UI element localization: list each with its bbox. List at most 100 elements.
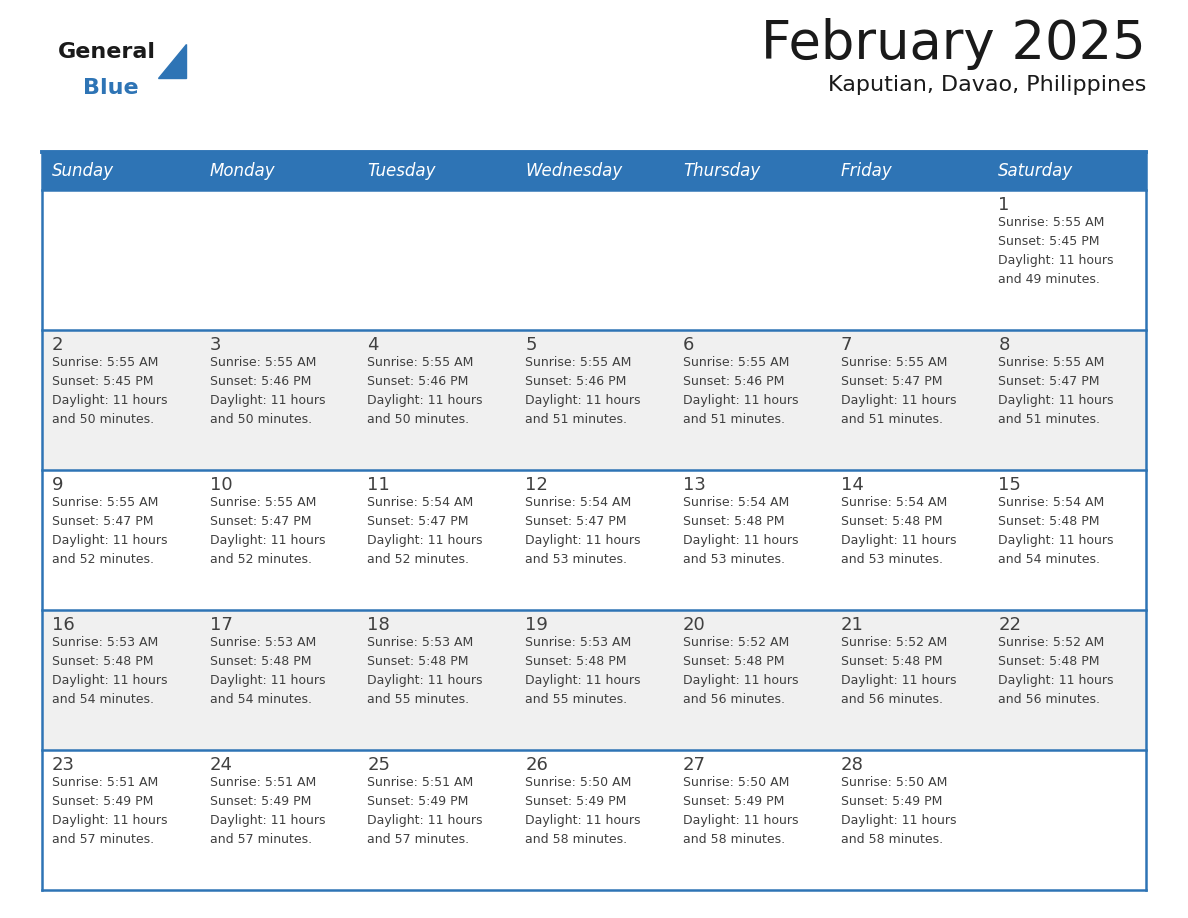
Text: Sunset: 5:46 PM: Sunset: 5:46 PM (525, 375, 626, 388)
Text: Daylight: 11 hours: Daylight: 11 hours (367, 674, 484, 687)
Text: 28: 28 (841, 756, 864, 774)
Text: Sunset: 5:48 PM: Sunset: 5:48 PM (210, 655, 311, 668)
Text: Wednesday: Wednesday (525, 162, 623, 180)
Text: Daylight: 11 hours: Daylight: 11 hours (841, 394, 956, 407)
Text: 16: 16 (52, 616, 75, 634)
Text: 20: 20 (683, 616, 706, 634)
Text: 8: 8 (998, 336, 1010, 354)
Bar (42, 610, 1146, 750)
Text: and 54 minutes.: and 54 minutes. (998, 553, 1100, 566)
Text: Daylight: 11 hours: Daylight: 11 hours (683, 394, 798, 407)
Text: and 52 minutes.: and 52 minutes. (210, 553, 311, 566)
Text: Daylight: 11 hours: Daylight: 11 hours (367, 534, 484, 547)
Text: Daylight: 11 hours: Daylight: 11 hours (210, 674, 326, 687)
Text: Sunrise: 5:50 AM: Sunrise: 5:50 AM (841, 776, 947, 789)
Text: Sunrise: 5:53 AM: Sunrise: 5:53 AM (210, 636, 316, 649)
Text: 22: 22 (998, 616, 1022, 634)
Text: and 56 minutes.: and 56 minutes. (683, 693, 785, 706)
Text: Daylight: 11 hours: Daylight: 11 hours (525, 394, 640, 407)
Text: Daylight: 11 hours: Daylight: 11 hours (841, 674, 956, 687)
Bar (672, 152, 830, 190)
Text: Friday: Friday (841, 162, 892, 180)
Text: 10: 10 (210, 476, 233, 494)
Text: 12: 12 (525, 476, 548, 494)
Text: 6: 6 (683, 336, 694, 354)
Text: 9: 9 (52, 476, 63, 494)
Text: Sunset: 5:49 PM: Sunset: 5:49 PM (367, 795, 469, 808)
Text: and 50 minutes.: and 50 minutes. (210, 413, 311, 426)
Text: and 53 minutes.: and 53 minutes. (841, 553, 942, 566)
Text: Sunset: 5:48 PM: Sunset: 5:48 PM (367, 655, 469, 668)
Text: and 49 minutes.: and 49 minutes. (998, 273, 1100, 286)
Text: Sunset: 5:48 PM: Sunset: 5:48 PM (525, 655, 626, 668)
Text: Sunset: 5:49 PM: Sunset: 5:49 PM (52, 795, 153, 808)
Text: and 55 minutes.: and 55 minutes. (367, 693, 469, 706)
Text: Sunrise: 5:54 AM: Sunrise: 5:54 AM (367, 496, 474, 509)
Text: Daylight: 11 hours: Daylight: 11 hours (998, 674, 1114, 687)
Text: Daylight: 11 hours: Daylight: 11 hours (525, 674, 640, 687)
Text: Daylight: 11 hours: Daylight: 11 hours (367, 394, 484, 407)
Bar (42, 152, 200, 190)
Text: Sunset: 5:45 PM: Sunset: 5:45 PM (52, 375, 153, 388)
Text: and 52 minutes.: and 52 minutes. (367, 553, 469, 566)
Text: Sunrise: 5:55 AM: Sunrise: 5:55 AM (210, 356, 316, 369)
Text: 11: 11 (367, 476, 390, 494)
Text: 27: 27 (683, 756, 706, 774)
Text: Sunset: 5:49 PM: Sunset: 5:49 PM (525, 795, 626, 808)
Text: Sunrise: 5:53 AM: Sunrise: 5:53 AM (367, 636, 474, 649)
Text: Daylight: 11 hours: Daylight: 11 hours (52, 394, 168, 407)
Text: Sunrise: 5:55 AM: Sunrise: 5:55 AM (52, 356, 158, 369)
Text: Sunrise: 5:51 AM: Sunrise: 5:51 AM (52, 776, 158, 789)
Text: and 57 minutes.: and 57 minutes. (52, 833, 154, 846)
Text: Daylight: 11 hours: Daylight: 11 hours (683, 674, 798, 687)
Text: Daylight: 11 hours: Daylight: 11 hours (52, 674, 168, 687)
Bar (42, 750, 1146, 890)
Text: and 51 minutes.: and 51 minutes. (683, 413, 785, 426)
Text: Blue: Blue (83, 78, 139, 98)
Text: Sunrise: 5:50 AM: Sunrise: 5:50 AM (525, 776, 632, 789)
Text: 7: 7 (841, 336, 852, 354)
Text: 23: 23 (52, 756, 75, 774)
Text: Daylight: 11 hours: Daylight: 11 hours (210, 534, 326, 547)
Text: Sunset: 5:49 PM: Sunset: 5:49 PM (683, 795, 784, 808)
Text: 2: 2 (52, 336, 63, 354)
Text: Sunrise: 5:53 AM: Sunrise: 5:53 AM (52, 636, 158, 649)
Text: 25: 25 (367, 756, 391, 774)
Text: Sunset: 5:48 PM: Sunset: 5:48 PM (998, 515, 1100, 528)
Text: and 50 minutes.: and 50 minutes. (52, 413, 154, 426)
Text: Sunset: 5:48 PM: Sunset: 5:48 PM (841, 655, 942, 668)
Bar (516, 152, 672, 190)
Text: and 50 minutes.: and 50 minutes. (367, 413, 469, 426)
Text: and 51 minutes.: and 51 minutes. (525, 413, 627, 426)
Text: and 56 minutes.: and 56 minutes. (841, 693, 942, 706)
Text: Daylight: 11 hours: Daylight: 11 hours (52, 814, 168, 827)
Text: 15: 15 (998, 476, 1022, 494)
Text: Sunset: 5:48 PM: Sunset: 5:48 PM (998, 655, 1100, 668)
Text: Sunrise: 5:53 AM: Sunrise: 5:53 AM (525, 636, 631, 649)
Text: Sunset: 5:49 PM: Sunset: 5:49 PM (841, 795, 942, 808)
Text: Daylight: 11 hours: Daylight: 11 hours (998, 254, 1114, 267)
Text: and 53 minutes.: and 53 minutes. (525, 553, 627, 566)
Text: Daylight: 11 hours: Daylight: 11 hours (52, 534, 168, 547)
Text: and 57 minutes.: and 57 minutes. (367, 833, 469, 846)
Text: and 57 minutes.: and 57 minutes. (210, 833, 311, 846)
Text: Sunrise: 5:55 AM: Sunrise: 5:55 AM (841, 356, 947, 369)
Text: General: General (58, 42, 156, 62)
Text: 21: 21 (841, 616, 864, 634)
Text: 17: 17 (210, 616, 233, 634)
Text: 14: 14 (841, 476, 864, 494)
Text: 3: 3 (210, 336, 221, 354)
Text: and 51 minutes.: and 51 minutes. (841, 413, 942, 426)
Text: Sunset: 5:45 PM: Sunset: 5:45 PM (998, 235, 1100, 248)
Bar (200, 152, 358, 190)
Text: 26: 26 (525, 756, 548, 774)
Text: Saturday: Saturday (998, 162, 1074, 180)
Text: Sunset: 5:46 PM: Sunset: 5:46 PM (367, 375, 469, 388)
Text: Sunrise: 5:52 AM: Sunrise: 5:52 AM (683, 636, 789, 649)
Text: Sunset: 5:47 PM: Sunset: 5:47 PM (525, 515, 626, 528)
Text: Sunset: 5:49 PM: Sunset: 5:49 PM (210, 795, 311, 808)
Text: and 58 minutes.: and 58 minutes. (841, 833, 943, 846)
Text: Tuesday: Tuesday (367, 162, 436, 180)
Text: 24: 24 (210, 756, 233, 774)
Text: Sunset: 5:48 PM: Sunset: 5:48 PM (841, 515, 942, 528)
